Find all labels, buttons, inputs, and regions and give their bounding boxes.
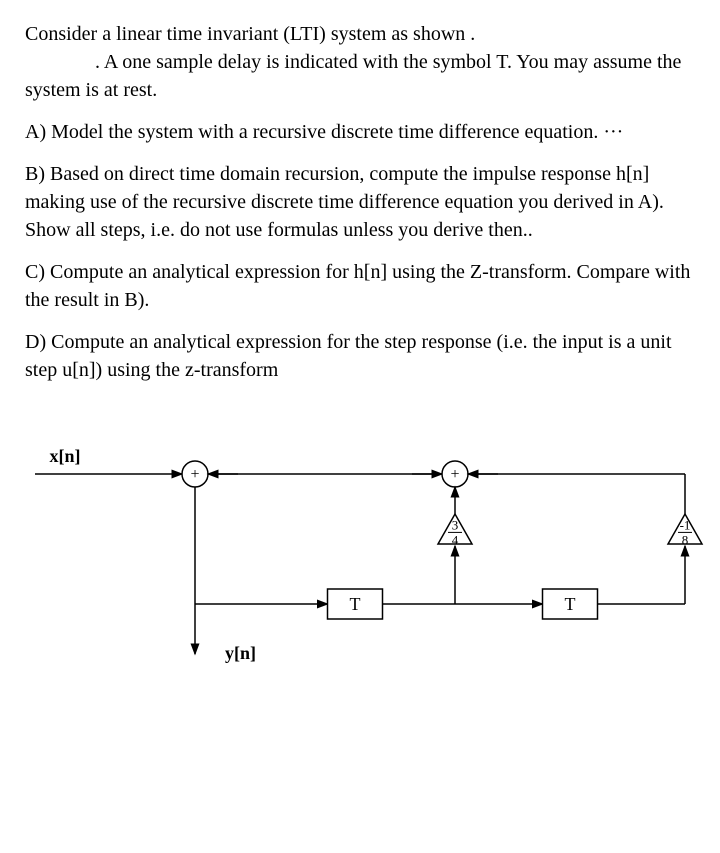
svg-text:3: 3 [452,517,459,532]
svg-text:8: 8 [682,532,689,547]
part-d: D) Compute an analytical expression for … [25,328,695,384]
svg-text:y[n]: y[n] [225,643,256,663]
svg-text:T: T [350,594,361,614]
svg-text:-1: -1 [680,517,691,532]
part-c: C) Compute an analytical expression for … [25,258,695,314]
block-diagram: x[n] + + y[n] T 34 T -18 [25,444,695,672]
svg-text:4: 4 [452,532,459,547]
intro-para: Consider a linear time invariant (LTI) s… [25,20,695,104]
part-b: B) Based on direct time domain recursion… [25,160,695,244]
part-a: A) Model the system with a recursive dis… [25,118,695,146]
svg-text:T: T [565,594,576,614]
svg-text:+: + [190,466,199,483]
intro-line1: Consider a linear time invariant (LTI) s… [25,23,475,45]
svg-text:+: + [450,466,459,483]
intro-line2: . A one sample delay is indicated with t… [25,51,681,101]
svg-text:x[n]: x[n] [50,446,81,466]
